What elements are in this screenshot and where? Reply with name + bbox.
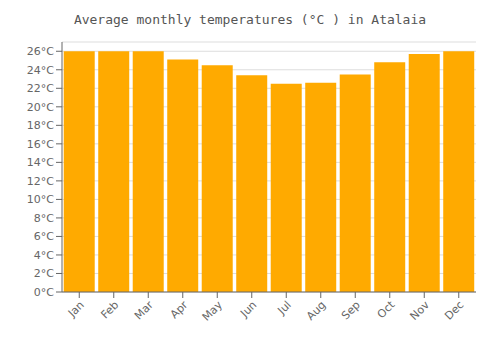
svg-text:20°C: 20°C <box>27 101 54 114</box>
svg-text:Nov: Nov <box>408 298 433 323</box>
svg-text:8°C: 8°C <box>34 212 54 225</box>
svg-text:16°C: 16°C <box>27 138 54 151</box>
svg-text:18°C: 18°C <box>27 119 54 132</box>
svg-text:Jan: Jan <box>65 298 87 320</box>
svg-text:Jul: Jul <box>275 298 294 317</box>
html-text:Average monthly temperatures (: Average monthly temperatures (°C ) in At… <box>73 12 427 27</box>
svg-text:Feb: Feb <box>98 298 121 321</box>
svg-text:Oct: Oct <box>375 298 398 321</box>
svg-text:14°C: 14°C <box>27 156 54 169</box>
svg-text:Jun: Jun <box>237 298 259 320</box>
svg-text:May: May <box>200 298 226 324</box>
svg-text:24°C: 24°C <box>27 64 54 77</box>
svg-text:22°C: 22°C <box>27 82 54 95</box>
svg-text:6°C: 6°C <box>34 230 54 243</box>
svg-text:Mar: Mar <box>132 298 156 322</box>
svg-text:2°C: 2°C <box>34 267 54 280</box>
svg-text:4°C: 4°C <box>34 249 54 262</box>
svg-text:12°C: 12°C <box>27 175 54 188</box>
svg-text:26°C: 26°C <box>27 45 54 58</box>
svg-text:Sep: Sep <box>339 298 363 322</box>
svg-text:0°C: 0°C <box>34 286 54 299</box>
svg-text:10°C: 10°C <box>27 193 54 206</box>
svg-text:Dec: Dec <box>442 298 466 322</box>
svg-text:Apr: Apr <box>168 298 191 321</box>
svg-text:Aug: Aug <box>304 298 328 322</box>
